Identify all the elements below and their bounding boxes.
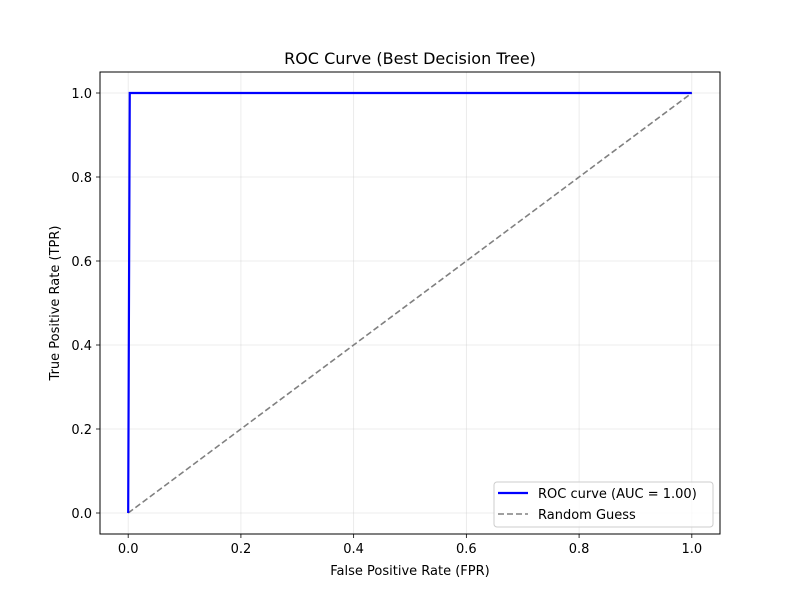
x-axis-label: False Positive Rate (FPR) — [330, 564, 489, 579]
random-guess-line — [127, 92, 693, 514]
legend-random-label: Random Guess — [538, 508, 636, 523]
x-tick-label: 0.2 — [231, 542, 252, 557]
y-tick-label: 0.2 — [71, 423, 92, 438]
y-axis-label: True Positive Rate (TPR) — [48, 226, 63, 382]
x-tick-label: 0.4 — [343, 542, 364, 557]
roc-curve-line — [127, 91, 692, 514]
y-tick-label: 1.0 — [71, 87, 92, 102]
x-tick-label: 0.8 — [569, 542, 590, 557]
y-tick-label: 0.6 — [71, 255, 92, 270]
y-tick-label: 0.4 — [71, 339, 92, 354]
x-tick-label: 1.0 — [681, 542, 702, 557]
legend: ROC curve (AUC = 1.00) Random Guess — [493, 481, 714, 528]
chart-title: ROC Curve (Best Decision Tree) — [284, 49, 536, 68]
ticks: 0.0 0.2 0.4 0.6 0.8 1.0 0.0 0.2 0.4 0.6 0.8 1.0 — [71, 87, 702, 557]
x-tick-label: 0.0 — [118, 542, 139, 557]
legend-roc-label: ROC curve (AUC = 1.00) — [538, 487, 697, 502]
y-tick-label: 0.8 — [71, 171, 92, 186]
x-tick-label: 0.6 — [456, 542, 477, 557]
y-tick-label: 0.0 — [71, 507, 92, 522]
series-layer — [127, 91, 693, 514]
legend-box — [493, 481, 714, 528]
plot-frame — [99, 71, 721, 535]
